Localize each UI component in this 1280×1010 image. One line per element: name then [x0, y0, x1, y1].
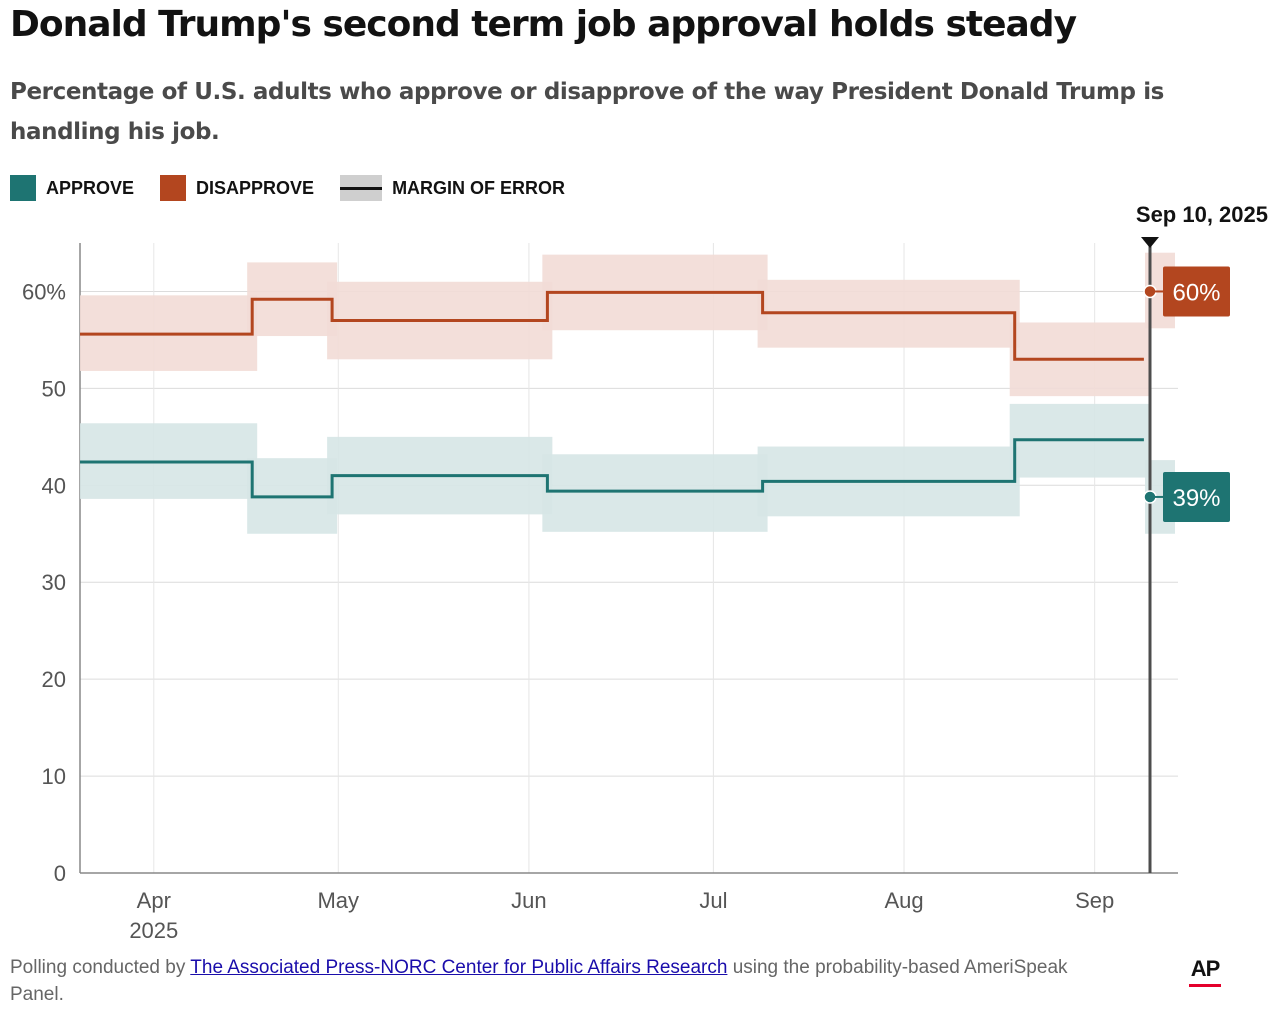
margin-band-approve	[542, 454, 768, 532]
y-tick-label: 30	[42, 570, 66, 595]
legend-label-approve: APPROVE	[46, 177, 135, 198]
approval-chart: 0 10 20 30 40 50 60% Apr 2025 May Jun Jul Aug Sep Sep …	[22, 202, 1268, 943]
chart-title: Donald Trump's second term job approval …	[10, 4, 1077, 45]
x-tick-label: Sep	[1075, 888, 1114, 913]
y-tick-label: 10	[42, 764, 66, 789]
source-note: Polling conducted by The Associated Pres…	[10, 954, 1070, 1008]
source-link[interactable]: The Associated Press-NORC Center for Pub…	[190, 957, 728, 978]
legend-label-disapprove: DISAPPROVE	[196, 177, 315, 198]
date-marker-label: Sep 10, 2025	[1136, 202, 1268, 227]
x-tick-sublabel: 2025	[129, 918, 178, 943]
y-tick-label: 50	[42, 376, 66, 401]
legend-swatch-approve	[10, 175, 36, 201]
legend-item-margin: MARGIN OF ERROR	[340, 175, 565, 201]
ap-logo-text: AP	[1190, 956, 1221, 981]
legend-swatch-margin	[340, 175, 383, 201]
y-tick-label: 20	[42, 667, 66, 692]
legend: APPROVE DISAPPROVE MARGIN OF ERROR	[10, 173, 591, 203]
series-line-disapprove	[80, 290, 1144, 361]
legend-item-disapprove: DISAPPROVE	[160, 175, 314, 201]
end-label-box-disapprove	[1163, 266, 1230, 317]
source-prefix: Polling conducted by	[10, 957, 191, 978]
x-tick-label: Jun	[511, 888, 546, 913]
chart-subtitle: Percentage of U.S. adults who approve or…	[10, 79, 1164, 145]
legend-swatch-disapprove	[160, 175, 187, 201]
end-label-box-approve	[1163, 471, 1230, 522]
series-line-approve	[80, 438, 1144, 499]
x-tick-label: Apr	[137, 888, 171, 913]
source-suffix: using the probability-based AmeriSpeak P…	[10, 957, 1068, 1005]
x-tick-label: May	[317, 888, 359, 913]
end-label-approve: 39%	[1172, 485, 1220, 512]
y-tick-label: 60%	[22, 279, 66, 304]
ap-logo-bar	[1189, 984, 1221, 987]
legend-item-approve: APPROVE	[10, 175, 134, 201]
x-tick-label: Aug	[884, 888, 923, 913]
legend-label-margin: MARGIN OF ERROR	[392, 177, 566, 198]
ap-logo: AP	[1189, 956, 1221, 987]
end-label-disapprove: 60%	[1172, 279, 1220, 306]
date-marker-triangle	[1141, 237, 1159, 248]
y-tick-label: 0	[54, 861, 66, 886]
y-tick-label: 40	[42, 473, 66, 498]
x-tick-label: Jul	[699, 888, 727, 913]
